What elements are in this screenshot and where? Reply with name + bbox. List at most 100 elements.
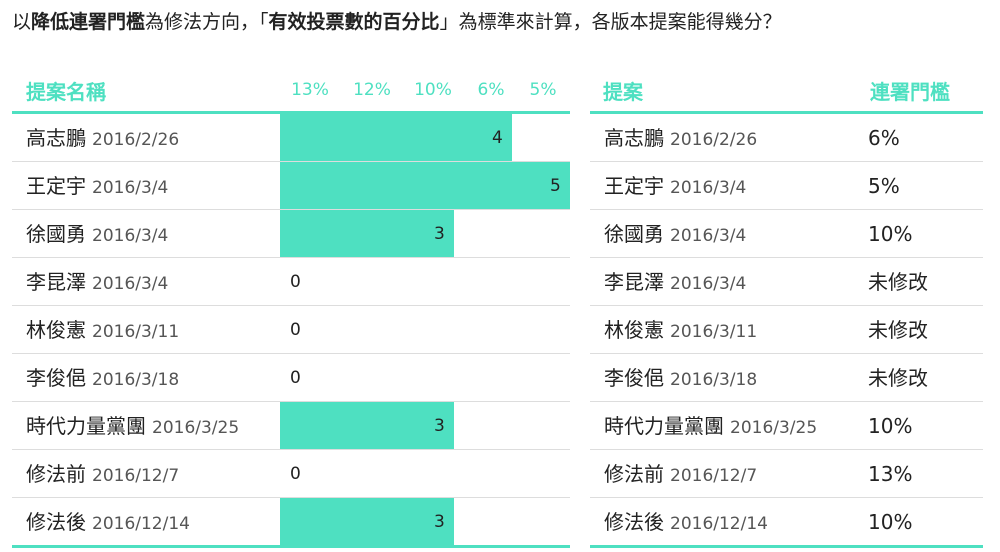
proposal-name: 李俊俋 2016/3/18 xyxy=(26,354,179,402)
proposal-name: 修法後 2016/12/14 xyxy=(604,498,768,546)
score-bar xyxy=(280,210,454,258)
proposal-name: 李俊俋 2016/3/18 xyxy=(604,354,757,402)
right-header-rule xyxy=(590,111,983,114)
proposal-date: 2016/3/11 xyxy=(670,322,758,342)
row-divider xyxy=(590,353,983,354)
left-header-name: 提案名稱 xyxy=(26,80,106,104)
score-bar xyxy=(280,498,454,546)
proposal-name: 修法後 2016/12/14 xyxy=(26,498,190,546)
table-row: 修法前 2016/12/7 0 xyxy=(12,450,570,498)
proposal-title: 時代力量黨團 xyxy=(604,414,724,438)
table-row: 李俊俋 2016/3/18 未修改 xyxy=(590,354,983,402)
proposal-name: 李昆澤 2016/3/4 xyxy=(26,258,168,306)
proposal-title: 李俊俋 xyxy=(604,366,664,390)
table-row: 李昆澤 2016/3/4 未修改 xyxy=(590,258,983,306)
question-bold2: 有效投票數的百分比 xyxy=(268,11,440,33)
table-row: 王定宇 2016/3/4 5% xyxy=(590,162,983,210)
table-row: 時代力量黨團 2016/3/25 10% xyxy=(590,402,983,450)
proposal-name: 高志鵬 2016/2/26 xyxy=(604,114,757,162)
row-divider xyxy=(590,449,983,450)
proposal-date: 2016/3/25 xyxy=(152,418,240,438)
score-label: 0 xyxy=(290,320,301,340)
table-row: 高志鵬 2016/2/26 6% xyxy=(590,114,983,162)
tick-label: 12% xyxy=(353,80,391,100)
table-row: 修法後 2016/12/14 10% xyxy=(590,498,983,546)
proposal-title: 林俊憲 xyxy=(26,318,86,342)
table-row: 林俊憲 2016/3/11 0 xyxy=(12,306,570,354)
score-bar xyxy=(280,162,570,210)
table-row: 林俊憲 2016/3/11 未修改 xyxy=(590,306,983,354)
table-row: 王定宇 2016/3/4 5 xyxy=(12,162,570,210)
question-title: 以降低連署門檻為修法方向，「有效投票數的百分比」為標準來計算，各版本提案能得幾分… xyxy=(12,8,992,36)
proposal-date: 2016/12/14 xyxy=(670,514,768,534)
proposal-title: 徐國勇 xyxy=(604,222,664,246)
proposal-date: 2016/3/4 xyxy=(670,226,747,246)
table-row: 李俊俋 2016/3/18 0 xyxy=(12,354,570,402)
row-divider xyxy=(12,305,570,306)
row-divider xyxy=(590,305,983,306)
threshold-value: 6% xyxy=(868,126,900,150)
proposal-date: 2016/3/18 xyxy=(670,370,758,390)
proposal-name: 林俊憲 2016/3/11 xyxy=(26,306,179,354)
table-row: 徐國勇 2016/3/4 10% xyxy=(590,210,983,258)
proposal-title: 修法前 xyxy=(26,462,86,486)
right-header-name: 提案 xyxy=(603,80,643,104)
row-divider xyxy=(12,353,570,354)
proposal-date: 2016/3/4 xyxy=(92,274,169,294)
row-divider xyxy=(590,257,983,258)
right-header-threshold: 連署門檻 xyxy=(870,80,950,104)
proposal-name: 修法前 2016/12/7 xyxy=(604,450,757,498)
proposal-date: 2016/2/26 xyxy=(92,130,180,150)
score-label: 3 xyxy=(434,416,445,436)
table-row: 李昆澤 2016/3/4 0 xyxy=(12,258,570,306)
right-footer-rule xyxy=(590,545,983,548)
proposal-date: 2016/3/4 xyxy=(92,178,169,198)
table-row: 時代力量黨團 2016/3/25 3 xyxy=(12,402,570,450)
proposal-name: 徐國勇 2016/3/4 xyxy=(604,210,746,258)
tick-label: 6% xyxy=(477,80,505,100)
left-footer-rule xyxy=(12,545,570,548)
proposal-date: 2016/3/18 xyxy=(92,370,180,390)
proposal-title: 時代力量黨團 xyxy=(26,414,146,438)
score-bar xyxy=(280,402,454,450)
threshold-value: 未修改 xyxy=(868,318,928,342)
tick-label: 10% xyxy=(414,80,452,100)
row-divider xyxy=(590,401,983,402)
proposal-title: 修法後 xyxy=(26,510,86,534)
threshold-value: 未修改 xyxy=(868,366,928,390)
row-divider xyxy=(12,161,570,162)
score-label: 4 xyxy=(492,128,503,148)
proposal-date: 2016/12/7 xyxy=(92,466,180,486)
threshold-value: 13% xyxy=(868,462,913,486)
score-label: 0 xyxy=(290,368,301,388)
proposal-title: 徐國勇 xyxy=(26,222,86,246)
table-row: 高志鵬 2016/2/26 4 xyxy=(12,114,570,162)
question-part1: 以 xyxy=(12,11,32,33)
proposal-date: 2016/3/4 xyxy=(670,274,747,294)
tick-label: 5% xyxy=(529,80,557,100)
row-divider xyxy=(590,209,983,210)
threshold-value: 5% xyxy=(868,174,900,198)
proposal-date: 2016/3/11 xyxy=(92,322,180,342)
score-label: 3 xyxy=(434,512,445,532)
table-row: 徐國勇 2016/3/4 3 xyxy=(12,210,570,258)
proposal-title: 修法後 xyxy=(604,510,664,534)
row-divider xyxy=(12,497,570,498)
threshold-value: 未修改 xyxy=(868,270,928,294)
row-divider xyxy=(12,401,570,402)
question-bold1: 降低連署門檻 xyxy=(31,11,146,33)
proposal-name: 修法前 2016/12/7 xyxy=(26,450,179,498)
threshold-value: 10% xyxy=(868,510,913,534)
proposal-date: 2016/2/26 xyxy=(670,130,758,150)
table-row: 修法前 2016/12/7 13% xyxy=(590,450,983,498)
tick-label: 13% xyxy=(291,80,329,100)
score-label: 0 xyxy=(290,272,301,292)
threshold-value: 10% xyxy=(868,414,913,438)
row-divider xyxy=(12,209,570,210)
proposal-title: 高志鵬 xyxy=(604,126,664,150)
proposal-title: 李俊俋 xyxy=(26,366,86,390)
proposal-title: 林俊憲 xyxy=(604,318,664,342)
score-label: 5 xyxy=(550,176,561,196)
proposal-name: 高志鵬 2016/2/26 xyxy=(26,114,179,162)
proposal-name: 王定宇 2016/3/4 xyxy=(604,162,746,210)
